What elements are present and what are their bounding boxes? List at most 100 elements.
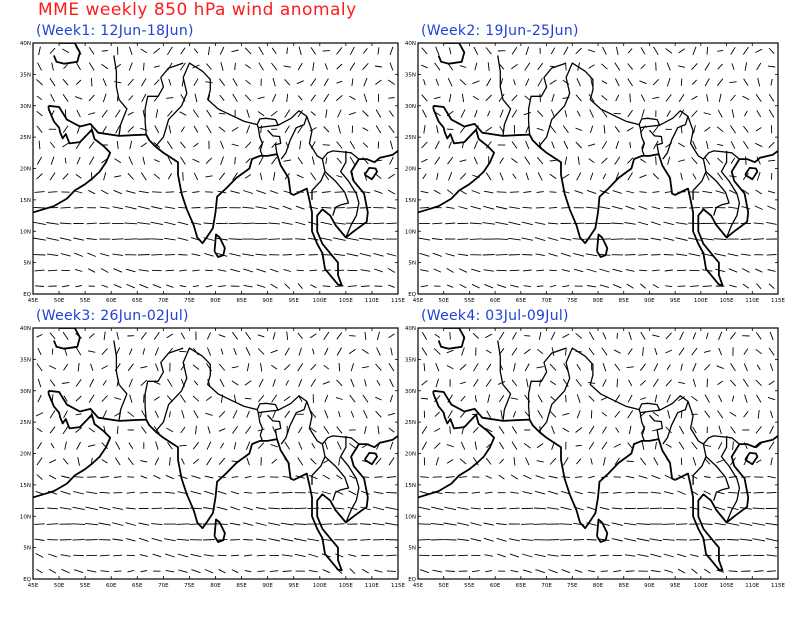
lat-tick-label: 15N xyxy=(20,483,31,489)
lat-tick-label: 25N xyxy=(20,135,31,141)
lat-tick-label: EQ xyxy=(408,577,416,583)
panel-title-week1: (Week1: 12Jun-18Jun) xyxy=(36,23,194,39)
lon-tick-label: 50E xyxy=(54,298,65,304)
lon-tick-label: 60E xyxy=(490,298,501,304)
lon-tick-label: 110E xyxy=(745,583,759,589)
lon-tick-label: 105E xyxy=(339,583,353,589)
lon-tick-label: 75E xyxy=(567,583,578,589)
coastlines xyxy=(418,328,778,572)
lon-tick-label: 80E xyxy=(210,583,221,589)
lat-tick-label: EQ xyxy=(23,577,31,583)
lon-tick-label: 95E xyxy=(670,583,681,589)
lon-tick-label: 115E xyxy=(771,583,785,589)
lat-tick-label: 10N xyxy=(405,229,416,235)
lat-tick-label: 40N xyxy=(405,41,416,47)
lon-tick-label: 115E xyxy=(391,583,405,589)
lon-tick-label: 50E xyxy=(438,583,449,589)
lat-tick-label: 5N xyxy=(408,546,416,552)
lon-tick-label: 55E xyxy=(80,298,91,304)
lon-tick-label: 70E xyxy=(541,583,552,589)
map-frame xyxy=(32,327,399,580)
lon-tick-label: 70E xyxy=(158,583,169,589)
lat-tick-label: 30N xyxy=(405,389,416,395)
lat-tick-label: EQ xyxy=(23,292,31,298)
lat-tick-label: 35N xyxy=(405,72,416,78)
lon-tick-label: 75E xyxy=(567,298,578,304)
lon-tick-label: 45E xyxy=(413,298,424,304)
coastlines xyxy=(33,328,398,572)
lat-tick-label: 25N xyxy=(405,420,416,426)
lon-tick-label: 115E xyxy=(391,298,405,304)
coastlines xyxy=(418,43,778,287)
panel-title-week2: (Week2: 19Jun-25Jun) xyxy=(421,23,579,39)
lon-tick-label: 100E xyxy=(313,583,327,589)
lat-tick-label: 40N xyxy=(20,326,31,332)
map-frame xyxy=(32,42,399,295)
lat-tick-label: 30N xyxy=(405,104,416,110)
lon-tick-label: 85E xyxy=(236,298,247,304)
lon-tick-label: 115E xyxy=(771,298,785,304)
lon-tick-label: 70E xyxy=(541,298,552,304)
lon-tick-label: 55E xyxy=(464,298,475,304)
panel-title-week3: (Week3: 26Jun-02Jul) xyxy=(36,308,189,324)
lon-tick-label: 75E xyxy=(184,583,195,589)
lon-tick-label: 100E xyxy=(694,583,708,589)
lon-tick-label: 90E xyxy=(644,583,655,589)
lat-tick-label: 35N xyxy=(405,357,416,363)
lon-tick-label: 90E xyxy=(644,298,655,304)
lon-tick-label: 60E xyxy=(106,583,117,589)
lat-tick-label: 10N xyxy=(20,514,31,520)
main-title: MME weekly 850 hPa wind anomaly xyxy=(38,0,357,20)
lon-tick-label: 90E xyxy=(262,298,273,304)
lon-tick-label: 55E xyxy=(80,583,91,589)
lon-tick-label: 85E xyxy=(618,298,629,304)
wind-vectors xyxy=(418,46,778,290)
lat-tick-label: 30N xyxy=(20,389,31,395)
lon-tick-label: 65E xyxy=(132,583,143,589)
lon-tick-label: 85E xyxy=(236,583,247,589)
lat-tick-label: 40N xyxy=(20,41,31,47)
lon-tick-label: 85E xyxy=(618,583,629,589)
lon-tick-label: 105E xyxy=(720,583,734,589)
wind-vectors xyxy=(418,331,778,574)
lon-tick-label: 80E xyxy=(210,298,221,304)
lon-tick-label: 55E xyxy=(464,583,475,589)
panel-title-week4: (Week4: 03Jul-09Jul) xyxy=(421,308,569,324)
lon-tick-label: 65E xyxy=(516,298,527,304)
lon-tick-label: 50E xyxy=(438,298,449,304)
wind-vectors xyxy=(34,331,398,575)
lat-tick-label: 10N xyxy=(405,514,416,520)
lat-tick-label: 35N xyxy=(20,72,31,78)
lon-tick-label: 95E xyxy=(288,583,299,589)
lon-tick-label: 50E xyxy=(54,583,65,589)
lon-tick-label: 80E xyxy=(593,583,604,589)
lon-tick-label: 110E xyxy=(745,298,759,304)
map-frame xyxy=(417,42,779,295)
lat-tick-label: 35N xyxy=(20,357,31,363)
lat-tick-label: 20N xyxy=(405,452,416,458)
lon-tick-label: 75E xyxy=(184,298,195,304)
lat-tick-label: 40N xyxy=(405,326,416,332)
lon-tick-label: 45E xyxy=(413,583,424,589)
lon-tick-label: 100E xyxy=(694,298,708,304)
lat-tick-label: 20N xyxy=(20,452,31,458)
lat-tick-label: EQ xyxy=(408,292,416,298)
lon-tick-label: 90E xyxy=(262,583,273,589)
lon-tick-label: 80E xyxy=(593,298,604,304)
map-panel-week1: 45E 50E 55E 60E 65E 70E 75E 80E 85E 90E 95E 100E 105… xyxy=(20,41,406,304)
lon-tick-label: 70E xyxy=(158,298,169,304)
map-panel-week3: 45E 50E 55E 60E 65E 70E 75E 80E 85E 90E 95E 100E 105… xyxy=(20,326,406,589)
lat-tick-label: 20N xyxy=(20,167,31,173)
lat-tick-label: 15N xyxy=(405,483,416,489)
lat-tick-label: 30N xyxy=(20,104,31,110)
lat-tick-label: 15N xyxy=(20,198,31,204)
lon-tick-label: 105E xyxy=(339,298,353,304)
lon-tick-label: 65E xyxy=(132,298,143,304)
lon-tick-label: 45E xyxy=(28,583,39,589)
lon-tick-label: 65E xyxy=(516,583,527,589)
coastlines xyxy=(33,43,398,287)
lat-tick-label: 25N xyxy=(405,135,416,141)
lon-tick-label: 100E xyxy=(313,298,327,304)
lat-tick-label: 25N xyxy=(20,420,31,426)
